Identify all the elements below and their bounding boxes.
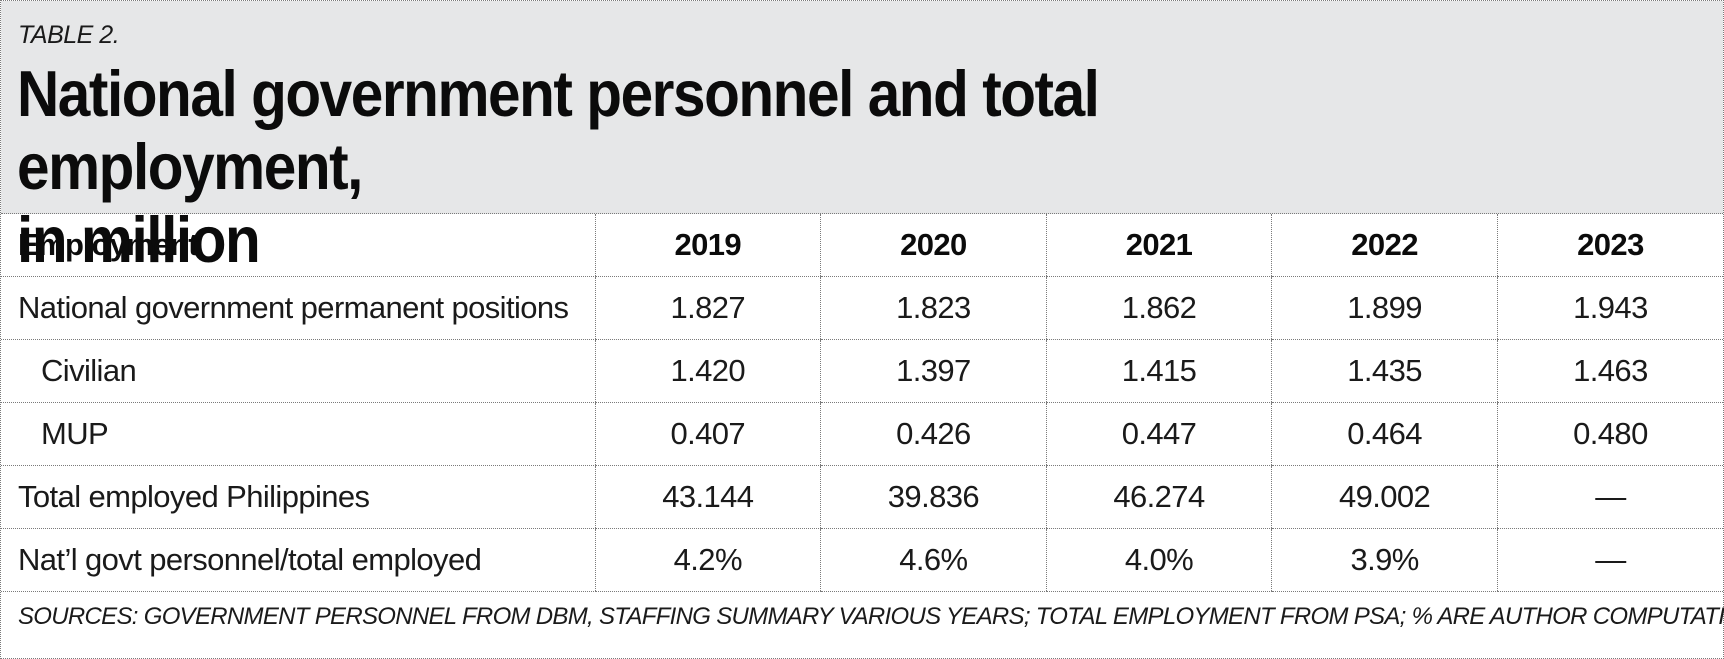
column-header-2019: 2019 (594, 214, 821, 277)
employment-table: Employment 2019 2020 2021 2022 2023 Nati… (1, 214, 1723, 592)
table-number-label: TABLE 2. (18, 21, 120, 49)
table-row: Nat’l govt personnel/total employed 4.2%… (1, 528, 1723, 592)
table-cell: 0.407 (594, 402, 821, 466)
table-cell: 1.435 (1271, 339, 1498, 403)
table-cell: 1.415 (1045, 339, 1272, 403)
table-cell: 1.420 (594, 339, 821, 403)
row-label: MUP (1, 402, 595, 466)
table-title-line-1: National government personnel and total … (17, 57, 1100, 203)
table-cell: 1.823 (820, 276, 1047, 340)
table-title: National government personnel and total … (17, 57, 1457, 276)
table-cell: — (1496, 465, 1723, 529)
table-cell: 3.9% (1271, 528, 1498, 592)
table-header-band: TABLE 2. National government personnel a… (1, 1, 1723, 276)
column-header-2020: 2020 (820, 214, 1047, 277)
column-header-employment: Employment (1, 214, 595, 277)
table-cell: 43.144 (594, 465, 821, 529)
sources-note: SOURCES: GOVERNMENT PERSONNEL FROM DBM, … (18, 603, 1724, 630)
table-cell: 49.002 (1271, 465, 1498, 529)
table-cell: 4.0% (1045, 528, 1272, 592)
table-cell: 0.480 (1496, 402, 1723, 466)
table-cell: 1.397 (820, 339, 1047, 403)
row-label: Nat’l govt personnel/total employed (1, 528, 595, 592)
table-cell: 1.862 (1045, 276, 1272, 340)
table-cell: 1.463 (1496, 339, 1723, 403)
row-label: Civilian (1, 339, 595, 403)
table-row: Civilian 1.420 1.397 1.415 1.435 1.463 (1, 339, 1723, 403)
table-cell: 1.943 (1496, 276, 1723, 340)
table-cell: 0.447 (1045, 402, 1272, 466)
table-cell: 0.426 (820, 402, 1047, 466)
table-cell: 4.2% (594, 528, 821, 592)
table-cell: 0.464 (1271, 402, 1498, 466)
row-label: Total employed Philippines (1, 465, 595, 529)
column-header-2023: 2023 (1496, 214, 1723, 277)
table-header-row: Employment 2019 2020 2021 2022 2023 (1, 214, 1723, 277)
table-row: MUP 0.407 0.426 0.447 0.464 0.480 (1, 402, 1723, 466)
column-header-2022: 2022 (1271, 214, 1498, 277)
row-label: National government permanent positions (1, 276, 595, 340)
column-header-2021: 2021 (1045, 214, 1272, 277)
table-cell: 1.899 (1271, 276, 1498, 340)
table-cell: 39.836 (820, 465, 1047, 529)
table-cell: 46.274 (1045, 465, 1272, 529)
table-cell: — (1496, 528, 1723, 592)
table-cell: 4.6% (820, 528, 1047, 592)
table-cell: 1.827 (594, 276, 821, 340)
table-row: National government permanent positions … (1, 276, 1723, 340)
table-row: Total employed Philippines 43.144 39.836… (1, 465, 1723, 529)
